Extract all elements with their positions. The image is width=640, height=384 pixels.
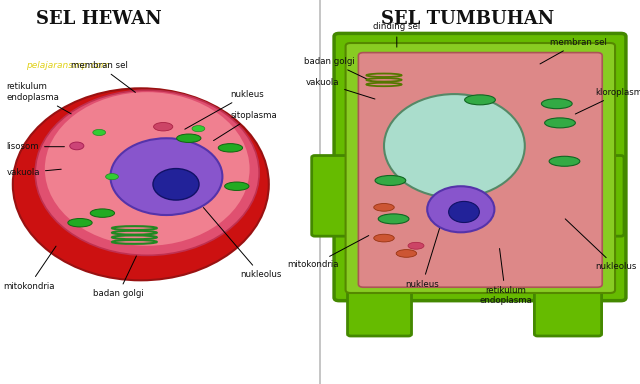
Text: membran sel: membran sel (540, 38, 607, 64)
Ellipse shape (374, 234, 394, 242)
Text: sitoplasma: sitoplasma (214, 111, 277, 141)
Ellipse shape (449, 201, 479, 223)
FancyBboxPatch shape (346, 43, 615, 293)
Text: dinding sel: dinding sel (373, 22, 420, 47)
Ellipse shape (111, 138, 223, 215)
Text: SEL TUMBUHAN: SEL TUMBUHAN (381, 10, 554, 28)
FancyBboxPatch shape (589, 156, 624, 236)
Ellipse shape (45, 92, 250, 246)
Text: vakuola: vakuola (6, 168, 61, 177)
Text: vakuola: vakuola (306, 78, 375, 99)
Ellipse shape (192, 126, 205, 132)
FancyBboxPatch shape (334, 33, 626, 301)
Text: mitokondria: mitokondria (3, 246, 56, 291)
Text: retikulum
endoplasma: retikulum endoplasma (6, 83, 71, 114)
Ellipse shape (35, 90, 259, 255)
Ellipse shape (68, 218, 92, 227)
FancyBboxPatch shape (348, 290, 412, 336)
Ellipse shape (70, 142, 84, 150)
Text: nukleolus: nukleolus (565, 219, 637, 271)
Ellipse shape (541, 99, 572, 109)
Text: retikulum
endoplasma: retikulum endoplasma (479, 248, 532, 305)
Ellipse shape (375, 175, 406, 185)
FancyBboxPatch shape (534, 290, 602, 336)
Ellipse shape (90, 209, 115, 217)
Ellipse shape (428, 186, 495, 232)
Text: badan golgi: badan golgi (305, 57, 372, 81)
Ellipse shape (154, 122, 173, 131)
FancyBboxPatch shape (312, 156, 353, 236)
Ellipse shape (465, 95, 495, 105)
Ellipse shape (153, 169, 199, 200)
FancyBboxPatch shape (358, 53, 602, 287)
Ellipse shape (106, 174, 118, 180)
Text: badan golgi: badan golgi (93, 256, 144, 298)
Ellipse shape (13, 88, 269, 280)
Text: nukleus: nukleus (185, 89, 264, 129)
Ellipse shape (93, 129, 106, 136)
Ellipse shape (396, 250, 417, 257)
Text: nukleolus: nukleolus (204, 207, 282, 279)
Ellipse shape (218, 144, 243, 152)
Ellipse shape (549, 156, 580, 166)
Ellipse shape (384, 94, 525, 198)
Ellipse shape (545, 118, 575, 128)
Ellipse shape (177, 134, 201, 142)
Text: pelajaransmp.com: pelajaransmp.com (26, 61, 109, 70)
Text: kloroplasma: kloroplasma (575, 88, 640, 114)
Text: mitokondria: mitokondria (288, 235, 369, 270)
Text: SEL HEWAN: SEL HEWAN (36, 10, 162, 28)
Text: lisosom: lisosom (6, 142, 65, 151)
Ellipse shape (225, 182, 249, 190)
Text: membran sel: membran sel (71, 61, 136, 93)
Ellipse shape (378, 214, 409, 224)
Ellipse shape (374, 204, 394, 211)
Ellipse shape (408, 242, 424, 249)
Text: nukleus: nukleus (406, 214, 444, 289)
